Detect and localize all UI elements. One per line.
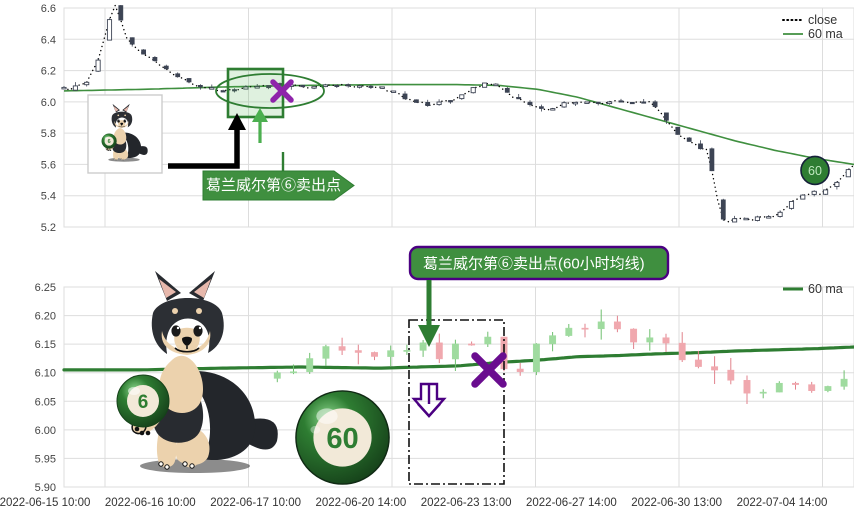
svg-text:60 ma: 60 ma	[808, 282, 843, 296]
svg-text:葛兰威尔第⑥卖出点(60小时均线): 葛兰威尔第⑥卖出点(60小时均线)	[423, 255, 645, 273]
svg-text:6.10: 6.10	[35, 368, 56, 380]
svg-text:葛兰威尔第⑥卖出点: 葛兰威尔第⑥卖出点	[206, 176, 341, 194]
svg-text:60 ma: 60 ma	[808, 27, 843, 41]
svg-text:5.8: 5.8	[41, 128, 56, 140]
svg-text:2022-07-04 14:00: 2022-07-04 14:00	[737, 497, 828, 509]
svg-text:2022-06-30 13:00: 2022-06-30 13:00	[631, 497, 722, 509]
svg-text:6.25: 6.25	[35, 282, 56, 294]
svg-text:close: close	[808, 13, 837, 27]
svg-text:2022-06-17 10:00: 2022-06-17 10:00	[210, 497, 301, 509]
svg-text:2022-06-27 14:00: 2022-06-27 14:00	[526, 497, 617, 509]
svg-text:5.4: 5.4	[41, 191, 56, 203]
svg-text:6.00: 6.00	[35, 425, 56, 437]
svg-text:6.0: 6.0	[41, 97, 56, 109]
svg-text:6.05: 6.05	[35, 396, 56, 408]
svg-text:6.15: 6.15	[35, 339, 56, 351]
svg-text:6.2: 6.2	[41, 66, 56, 78]
svg-text:6.4: 6.4	[41, 34, 56, 46]
svg-text:6.20: 6.20	[35, 311, 56, 323]
svg-text:2022-06-15 10:00: 2022-06-15 10:00	[0, 497, 90, 509]
svg-text:2022-06-23 13:00: 2022-06-23 13:00	[421, 497, 512, 509]
svg-text:5.90: 5.90	[35, 482, 56, 494]
svg-text:2022-06-20 14:00: 2022-06-20 14:00	[315, 497, 406, 509]
svg-text:6.6: 6.6	[41, 3, 56, 15]
svg-text:2022-06-16 10:00: 2022-06-16 10:00	[105, 497, 196, 509]
svg-text:60: 60	[808, 164, 822, 178]
svg-text:5.6: 5.6	[41, 159, 56, 171]
svg-text:5.95: 5.95	[35, 453, 56, 465]
svg-text:5.2: 5.2	[41, 222, 56, 234]
